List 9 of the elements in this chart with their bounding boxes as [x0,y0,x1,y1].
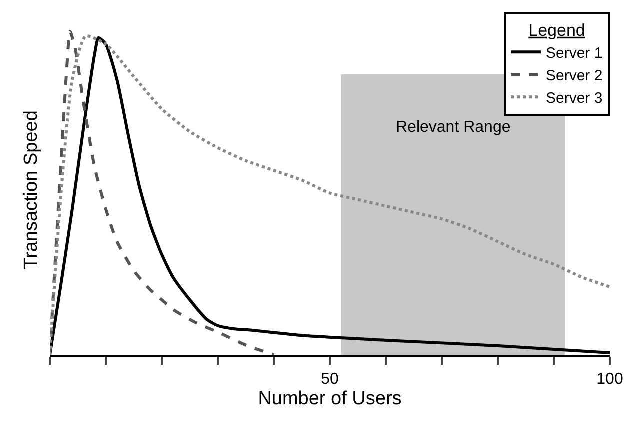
x-axis-title: Number of Users [258,388,402,410]
legend-label: Server 2 [546,68,603,84]
x-tick-label: 100 [596,371,624,388]
legend-title: Legend [528,20,586,40]
x-tick-label: 50 [321,371,339,388]
legend-label: Server 3 [546,90,603,107]
legend-label: Server 1 [546,45,603,62]
y-axis-title: Transaction Speed [20,110,42,270]
band-label: Relevant Range [396,119,511,136]
